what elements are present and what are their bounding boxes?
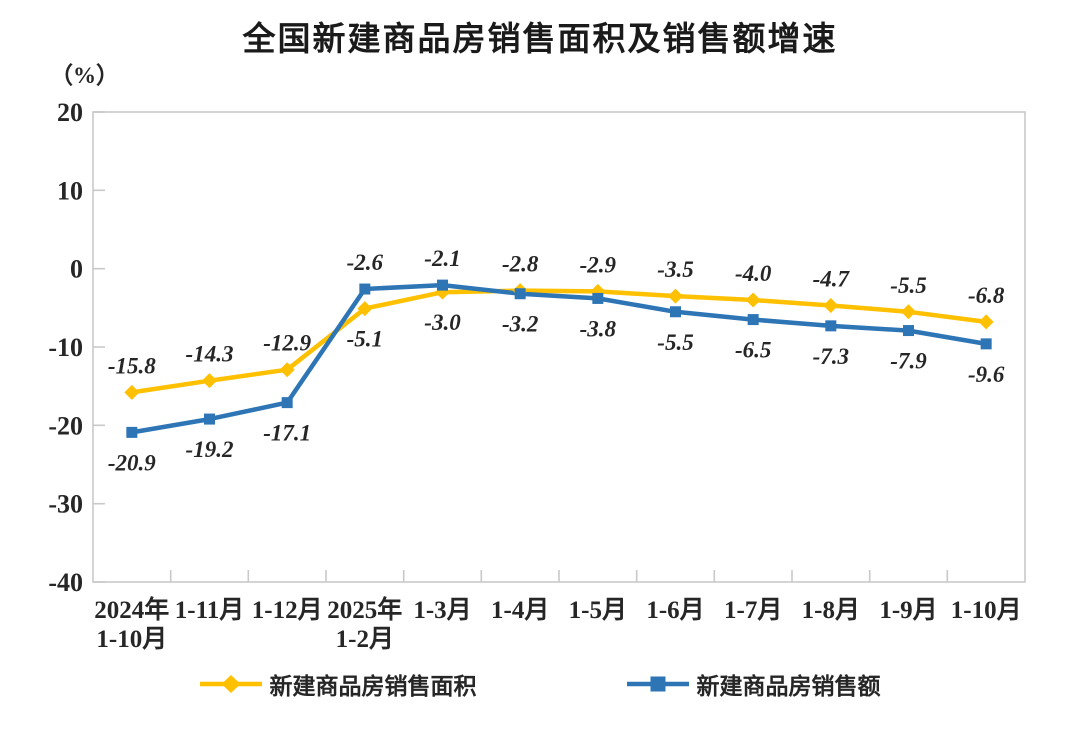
x-category-label: 1-2月 [336,626,394,653]
x-category-label: 2024年 [94,595,169,624]
x-category-label: 1-4月 [491,597,549,624]
diamond-marker [823,297,839,313]
blue-square-line-icon [626,674,689,694]
legend-item-sales-area: 新建商品房销售面积 [199,667,477,701]
y-tick-label: -40 [48,568,83,597]
data-label: -6.8 [968,283,1005,308]
data-label: -14.3 [186,342,234,367]
square-marker [592,292,604,304]
data-label: -2.6 [347,250,384,275]
diamond-marker [978,314,994,330]
x-category-label: 1-11月 [175,597,244,624]
y-tick-label: -20 [48,411,83,440]
data-label: -5.1 [347,327,383,352]
diamond-marker [668,288,683,304]
y-tick-label: 20 [57,98,83,127]
series-line-1 [129,282,989,435]
square-marker [204,413,215,425]
data-label: -5.5 [657,330,693,355]
x-category-label: 1-8月 [802,597,860,624]
x-category-label: 1-5月 [569,597,627,624]
y-tick-label: 10 [57,176,83,205]
diamond-marker [279,362,295,378]
square-marker [747,314,759,326]
data-label: -4.7 [813,267,851,292]
square-marker [281,397,293,409]
chart-legend: 新建商品房销售面积 新建商品房销售额 [0,667,1080,701]
x-category-label: 2025年 [327,595,402,624]
x-category-label: 1-10月 [951,597,1022,624]
square-marker [514,288,526,300]
legend-label-sales-area: 新建商品房销售面积 [269,674,477,699]
x-category-label: 1-9月 [879,597,937,624]
square-marker [670,306,681,318]
data-label: -12.9 [263,331,311,356]
square-marker [437,279,448,291]
x-category-label: 1-7月 [724,597,782,624]
data-label: -7.3 [813,344,849,369]
square-marker [903,325,914,337]
legend-label-sales-value: 新建商品房销售额 [696,674,881,699]
diamond-marker [202,373,217,389]
diamond-marker [745,292,761,308]
data-label: -3.8 [580,316,617,341]
data-label: -2.9 [580,252,617,277]
diamond-marker [357,301,373,317]
diamond-marker [124,384,140,400]
data-label: -6.5 [735,338,771,363]
y-axis-unit-label: （%） [50,63,119,88]
x-category-label: 1-3月 [413,597,471,624]
square-marker [980,338,992,350]
y-tick-label: -10 [48,333,83,362]
y-tick-label: -30 [48,490,83,519]
data-label: -4.0 [735,261,772,286]
y-tick-label: 0 [70,255,83,284]
square-marker [825,320,837,332]
data-label: -3.2 [502,312,538,337]
series-line-0 [129,288,989,395]
diamond-marker [901,304,916,320]
data-label: -17.1 [263,421,311,446]
data-label: -2.8 [502,252,539,277]
data-label: -20.9 [108,450,156,475]
x-category-label: 1-12月 [252,597,323,624]
legend-item-sales-value: 新建商品房销售额 [626,667,881,701]
square-marker [359,283,371,295]
data-label: -3.0 [424,310,461,335]
x-category-label: 1-10月 [96,626,167,653]
square-marker [126,426,138,438]
x-category-label: 1-6月 [646,597,704,624]
data-label: -15.8 [108,353,156,378]
data-label: -9.6 [968,362,1005,387]
chart-title: 全国新建商品房销售面积及销售额增速 [242,20,838,57]
data-label: -5.5 [890,273,926,298]
yellow-diamond-line-icon [199,674,262,694]
data-label: -7.9 [890,349,927,374]
data-label: -19.2 [186,437,234,462]
data-label: -3.5 [657,257,693,282]
data-label: -2.1 [424,246,460,271]
